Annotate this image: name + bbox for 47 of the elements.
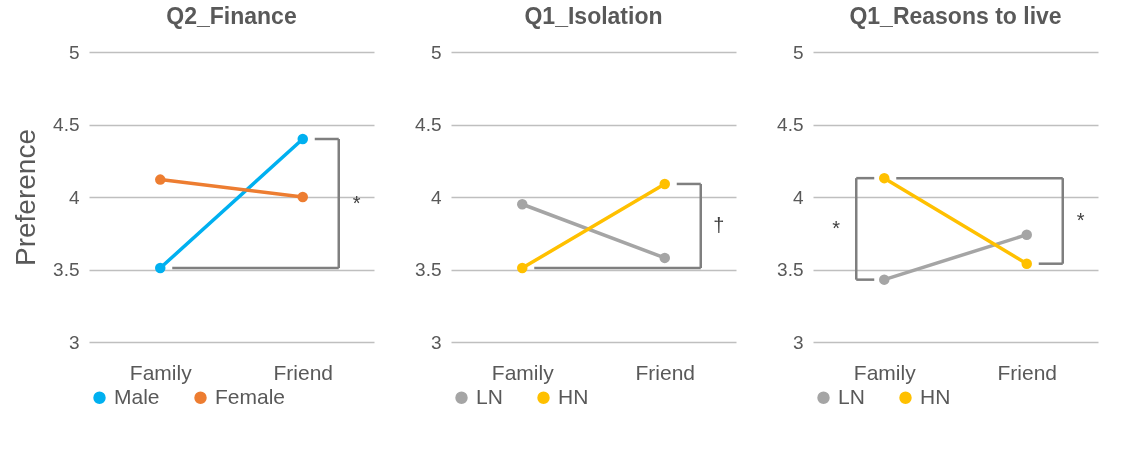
legend-label: HN: [920, 384, 951, 408]
point: [1021, 258, 1032, 269]
x-tick-label: Family: [853, 360, 917, 384]
legend-label: Female: [215, 384, 286, 408]
legend-label: LN: [838, 384, 865, 408]
y-tick-label: 3.5: [777, 259, 804, 280]
annotation: *: [1076, 208, 1085, 231]
point: [659, 178, 670, 190]
x-tick-label: Friend: [273, 360, 334, 384]
y-tick-label: 4: [792, 186, 804, 208]
x-tick-label: Family: [129, 360, 193, 384]
y-tick-label: 3.5: [415, 259, 442, 280]
point: [155, 262, 166, 274]
chart-title: Q1_Isolation: [524, 3, 663, 29]
point: [879, 274, 890, 285]
y-tick-label: 3.5: [53, 259, 80, 280]
legend-label: Male: [114, 384, 160, 408]
y-tick-label: 3: [792, 331, 804, 353]
point: [517, 199, 528, 210]
y-tick-label: 5: [430, 41, 442, 63]
y-tick-label: 4: [430, 186, 442, 208]
annotation: †: [713, 214, 725, 236]
x-tick-label: Friend: [997, 360, 1058, 384]
y-axis-title: Preference: [10, 129, 42, 266]
y-tick-label: 4.5: [415, 114, 442, 135]
point: [155, 174, 166, 185]
x-tick-label: Family: [491, 360, 555, 384]
annotation: *: [352, 191, 361, 214]
point: [1021, 229, 1032, 240]
point: [879, 172, 890, 184]
y-tick-label: 4: [68, 186, 80, 208]
point: [517, 262, 528, 274]
x-tick-label: Friend: [635, 360, 696, 384]
point: [659, 252, 670, 264]
y-tick-label: 5: [68, 41, 80, 63]
chart-title: Q2_Finance: [166, 3, 297, 29]
point: [297, 133, 308, 145]
y-tick-label: 4.5: [777, 114, 804, 135]
legend-label: LN: [476, 384, 503, 408]
annotation: *: [832, 216, 841, 239]
point: [297, 191, 308, 203]
legend-label: HN: [558, 384, 589, 408]
y-tick-label: 3: [430, 331, 442, 353]
chart-title: Q1_Reasons to live: [849, 3, 1062, 29]
y-tick-label: 4.5: [53, 114, 80, 135]
y-tick-label: 3: [68, 331, 80, 353]
y-tick-label: 5: [792, 41, 804, 63]
